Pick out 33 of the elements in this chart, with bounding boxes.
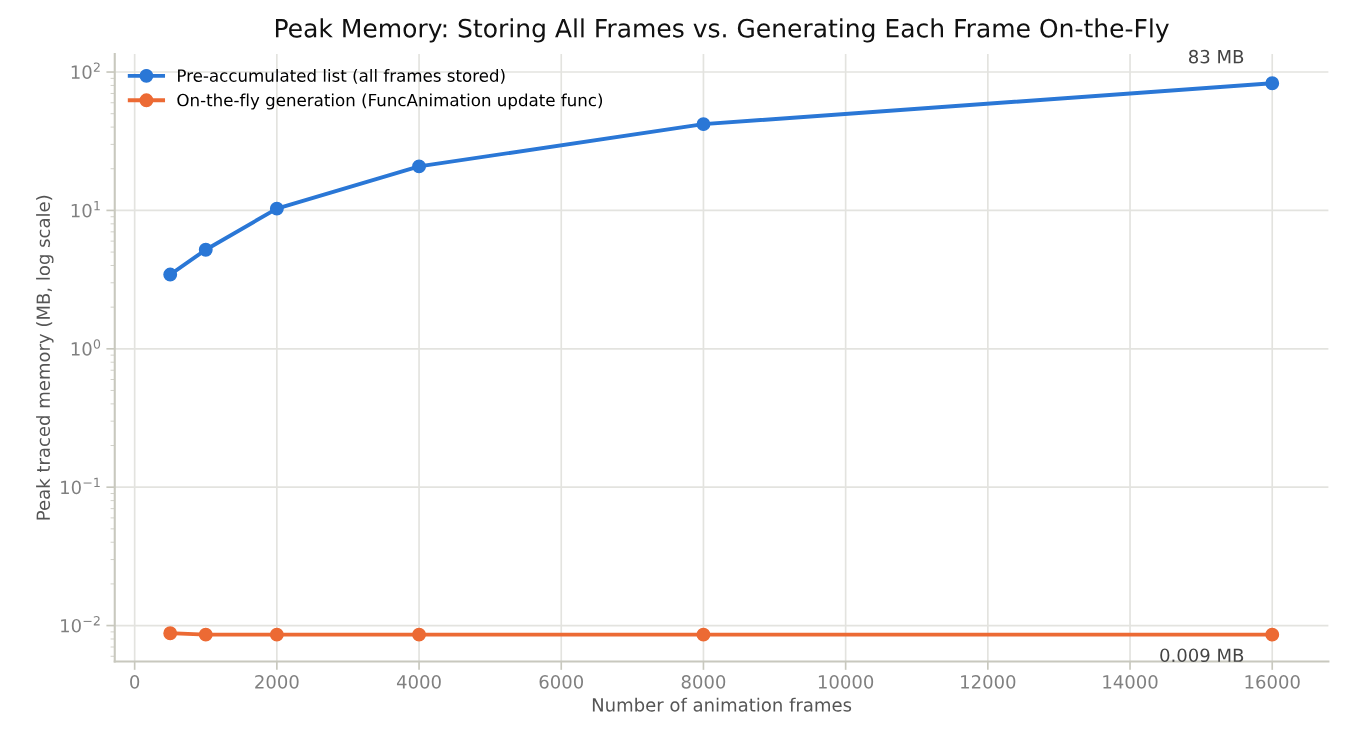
point (163, 267, 178, 282)
point (269, 627, 284, 642)
point (696, 627, 711, 642)
y-tick-label: 10$^{2}$ (71, 62, 100, 80)
x-tick-label: 2000 (255, 675, 299, 689)
x-tick-label: 0 (130, 675, 140, 689)
legend-label: Pre-accumulated list (all frames stored) (178, 69, 505, 84)
point (198, 242, 213, 257)
annotation: 0.009 MB (1160, 648, 1244, 663)
y-tick-label: 10$^{−1}$ (61, 477, 100, 495)
x-tick-label: 10000 (818, 675, 874, 689)
y-tick-label: 10$^{0}$ (71, 339, 101, 356)
annotation: 83 MB (1189, 49, 1244, 64)
x-tick-label: 8000 (681, 675, 726, 689)
x-tick-label: 16000 (1245, 675, 1300, 689)
point (696, 117, 711, 132)
y-tick-label: 10$^{1}$ (71, 201, 100, 218)
point (412, 159, 426, 174)
chart-title: Peak Memory: Storing All Frames vs. Generating Each Frame On-the-Fly (275, 18, 1169, 43)
point (269, 201, 284, 216)
point (163, 626, 178, 641)
point (1265, 76, 1280, 91)
x-tick-label: 14000 (1103, 675, 1158, 689)
point (1265, 627, 1280, 642)
y-tick-label: 10$^{−2}$ (61, 616, 100, 633)
x-tick-label: 4000 (396, 675, 441, 689)
point (198, 627, 213, 642)
point (412, 627, 426, 642)
x-tick-label: 6000 (539, 675, 584, 689)
x-tick-label: 12000 (961, 675, 1016, 689)
legend-label: On-the-fly generation (FuncAnimation update func) (177, 93, 603, 110)
y-axis-title: Peak traced memory (MB, log scale) (36, 195, 54, 520)
x-axis-title: Number of animation frames (592, 697, 852, 712)
